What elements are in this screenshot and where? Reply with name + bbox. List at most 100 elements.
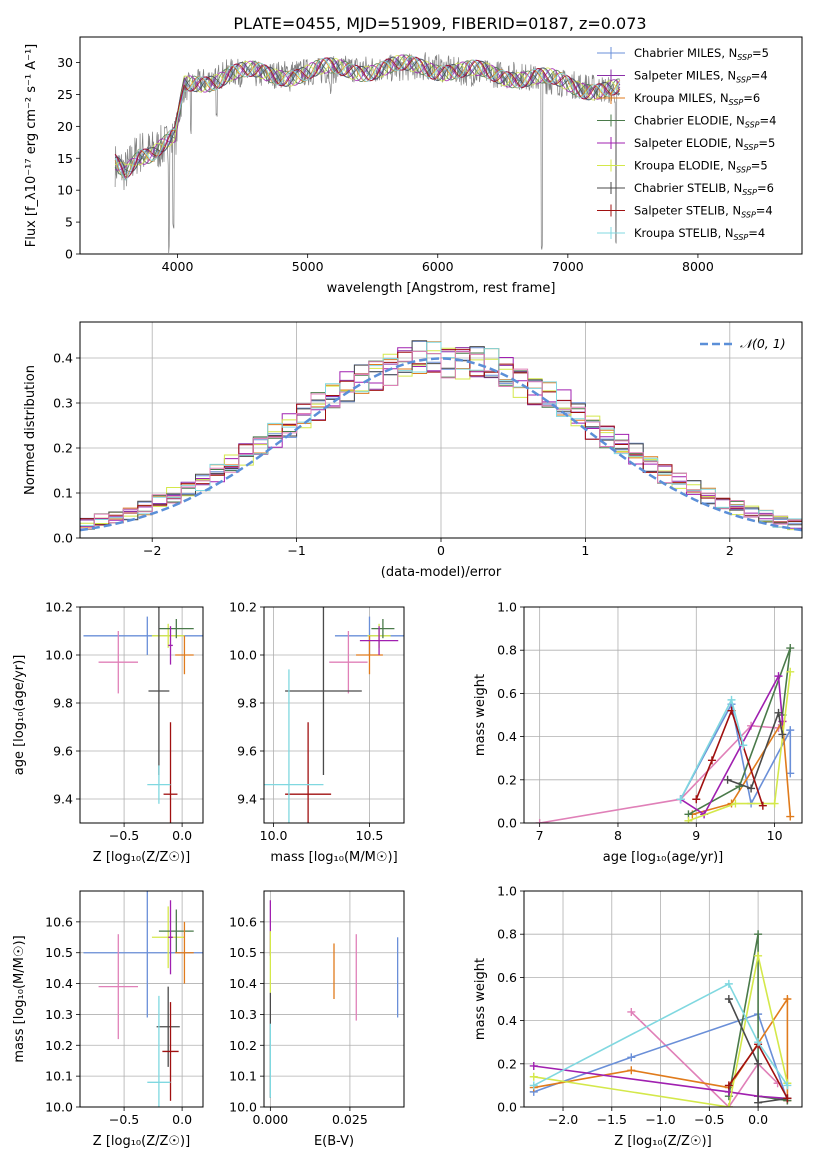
y-tick-label: 0.2 [53,441,73,456]
y-tick-label: 25 [57,87,73,102]
error-point [285,722,332,823]
weight-series-line [728,998,788,1104]
y-tick-label: 0.4 [497,729,517,744]
weight-marker [724,1081,733,1090]
x-tick-label: −0.5 [109,1112,139,1127]
x-tick-label: 10.5 [356,828,384,843]
y-axis-label: Flux [f_λ10⁻¹⁷ erg cm⁻² s⁻¹ A⁻¹] [24,44,39,248]
y-tick-label: 10.6 [45,914,73,929]
weight-marker [724,995,733,1003]
weight-series-line [728,934,788,1102]
x-axis-label: E(B-V) [314,1134,354,1149]
weight-marker [627,1007,636,1016]
x-axis-label: wavelength [Angstrom, rest frame] [327,281,556,296]
y-tick-label: 9.8 [53,696,73,711]
weight-marker [770,799,779,808]
plot-area [83,891,203,1107]
error-point [264,669,324,823]
histogram-steps [80,341,802,528]
plot-area [264,607,404,823]
x-axis-label: mass [log₁₀(M/M☉)] [270,850,397,865]
weight-marker [754,951,763,960]
legend-label: Kroupa STELIB, NSSP=4 [634,226,765,242]
error-point [168,626,173,665]
weight-marker [783,1081,792,1090]
weight-series-line [688,647,792,816]
y-tick-label: 0.0 [53,531,73,546]
x-tick-label: −0.5 [109,828,139,843]
weight-marker [778,730,787,739]
x-tick-label: 5000 [292,259,324,274]
x-tick-label: 1 [581,543,589,558]
error-point [329,631,368,694]
weight-marker [529,1061,538,1070]
y-tick-label: 10.4 [229,976,257,991]
y-tick-label: 10.2 [45,600,73,615]
chart-age-vs-mass: 10.0 10.5 9.4 9.6 9.8 10.0 10.2 mass [log₁₀(M/M… [229,600,405,865]
y-axis-label: mass weight [473,958,488,1040]
y-axis-label: Normed distribution [23,365,38,495]
axes-frame [79,606,204,824]
error-point [158,619,194,639]
error-point [151,623,185,648]
y-tick-label: 10.2 [229,600,257,615]
y-tick-label: 0.0 [497,816,517,831]
legend-label: Chabrier MILES, NSSP=5 [634,46,769,62]
x-tick-label: 0.025 [332,1112,368,1127]
weight-marker [774,672,783,681]
x-tick-label: 0 [437,543,445,558]
weight-marker [529,1081,538,1090]
legend-entry: Salpeter STELIB, NSSP=4 [597,204,773,220]
y-tick-label: 10.5 [45,945,73,960]
legend-label: Salpeter MILES, NSSP=4 [634,69,768,85]
legend-label: Chabrier STELIB, NSSP=6 [634,181,774,197]
y-tick-label: 10.3 [229,1007,257,1022]
legend-label: Salpeter STELIB, NSSP=4 [634,204,773,220]
weight-marker [707,756,716,765]
y-tick-label: 15 [57,151,73,166]
plot-area [269,900,399,1098]
weight-marker [786,812,795,821]
weight-marker [676,795,685,804]
x-axis-label: age [log₁₀(age/yr)] [603,850,724,865]
x-tick-label: 0.0 [172,828,192,843]
x-tick-label: 10.0 [260,828,288,843]
y-tick-label: 10.0 [45,1100,73,1115]
error-point [147,765,171,804]
y-axis-label: mass weight [473,674,488,756]
y-tick-label: 5 [65,215,73,230]
y-tick-label: 0.2 [497,772,517,787]
weight-marker [731,799,740,808]
axes-frame [79,36,803,255]
chart-age-vs-Z: −0.5 0.0 9.4 9.6 9.8 10.0 10.2 Z [log₁₀(Z/Z☉)] a… [12,600,204,865]
y-tick-label: 0.6 [497,970,517,985]
weight-marker [724,979,733,988]
plots: 4000 5000 6000 7000 8000051015202530waveleng… [12,36,803,1149]
y-tick-label: 0.3 [53,396,73,411]
chart-massweight-vs-age: 7 8 9 10 0.0 0.2 0.4 0.6 0.8 1.0 age [log₁₀(age/yr… [473,600,803,865]
y-tick-label: 9.8 [237,696,257,711]
legend-label: Kroupa ELODIE, NSSP=5 [634,159,768,175]
weight-marker [774,708,783,717]
chart-spectrum: 4000 5000 6000 7000 8000 0 5 10 15 20 25 30 waveleng… [24,36,803,296]
y-tick-label: 0 [65,247,73,262]
weight-marker [754,1038,763,1047]
model-spectrum [114,56,621,173]
y-axis-label: mass [log₁₀(M/M☉)] [12,935,27,1062]
weight-marker [627,1066,636,1075]
weight-marker [783,1094,792,1103]
y-tick-label: 10.1 [45,1069,73,1084]
gaussian-curve [80,357,802,532]
legend-entry: Kroupa MILES, NSSP=6 [597,91,760,107]
error-point [175,635,194,675]
x-tick-label: 0.000 [252,1112,288,1127]
y-tick-label: 20 [57,119,73,134]
y-tick-label: 10 [57,183,73,198]
legend-gaussian-label: 𝒩(0, 1) [740,336,786,351]
x-tick-label: −2 [143,543,161,558]
x-axis-label: Z [log₁₀(Z/Z☉)] [614,1134,711,1149]
axes-frame [523,890,803,1108]
x-axis-label: Z [log₁₀(Z/Z☉)] [93,1134,190,1149]
y-tick-label: 9.4 [237,792,257,807]
x-axis-label: Z [log₁₀(Z/Z☉)] [93,850,190,865]
